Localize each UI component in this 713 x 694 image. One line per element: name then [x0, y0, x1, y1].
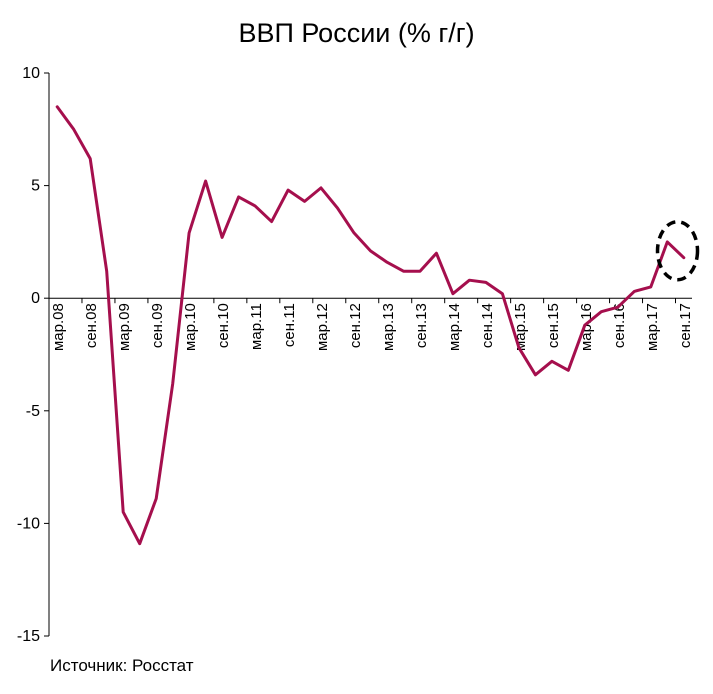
x-axis: мар.08 сен.08 мар.09 сен.09 мар.10 сен.10 мар.…: [48, 297, 694, 351]
x-tick-label: сен.14: [479, 303, 496, 348]
x-tick-label: мар.11: [248, 303, 265, 350]
x-tick-label: мар.14: [446, 303, 463, 351]
y-tick-label: -5: [26, 403, 40, 420]
series-line: [55, 105, 686, 546]
x-tick-label: мар.08: [50, 303, 67, 351]
x-tick-label: сен.16: [611, 303, 628, 348]
x-tick-label: мар.13: [380, 303, 397, 351]
series-group: [55, 105, 686, 546]
x-tick-label: мар.16: [578, 303, 595, 351]
x-tick-label: мар.12: [314, 303, 331, 351]
x-tick-label: сен.11: [281, 303, 298, 347]
highlight-ellipse: [655, 220, 700, 282]
source-note: Источник: Росстат: [50, 656, 194, 675]
x-tick-label: мар.17: [644, 303, 661, 351]
chart-title: ВВП России (% г/г): [238, 18, 475, 48]
x-tick-label: мар.09: [116, 303, 133, 351]
x-tick-label: сен.10: [215, 303, 232, 348]
x-tick-label: мар.10: [182, 303, 199, 351]
y-axis: 10 5 0 -5 -10 -15: [17, 65, 50, 645]
y-tick-label: -10: [17, 515, 40, 532]
y-tick-label: -15: [17, 628, 40, 645]
annotation-group: [655, 220, 700, 282]
x-tick-label: сен.12: [347, 303, 364, 348]
x-tick-label: сен.08: [83, 303, 100, 348]
y-tick-label: 10: [22, 65, 40, 82]
y-tick-label: 5: [31, 178, 40, 195]
x-tick-label: сен.15: [545, 303, 562, 348]
y-tick-label: 0: [31, 290, 40, 307]
x-tick-label: сен.09: [149, 303, 166, 348]
x-tick-label: сен.13: [413, 303, 430, 348]
x-tick-label: мар.15: [512, 303, 529, 351]
x-tick-label: сен.17: [677, 303, 694, 348]
